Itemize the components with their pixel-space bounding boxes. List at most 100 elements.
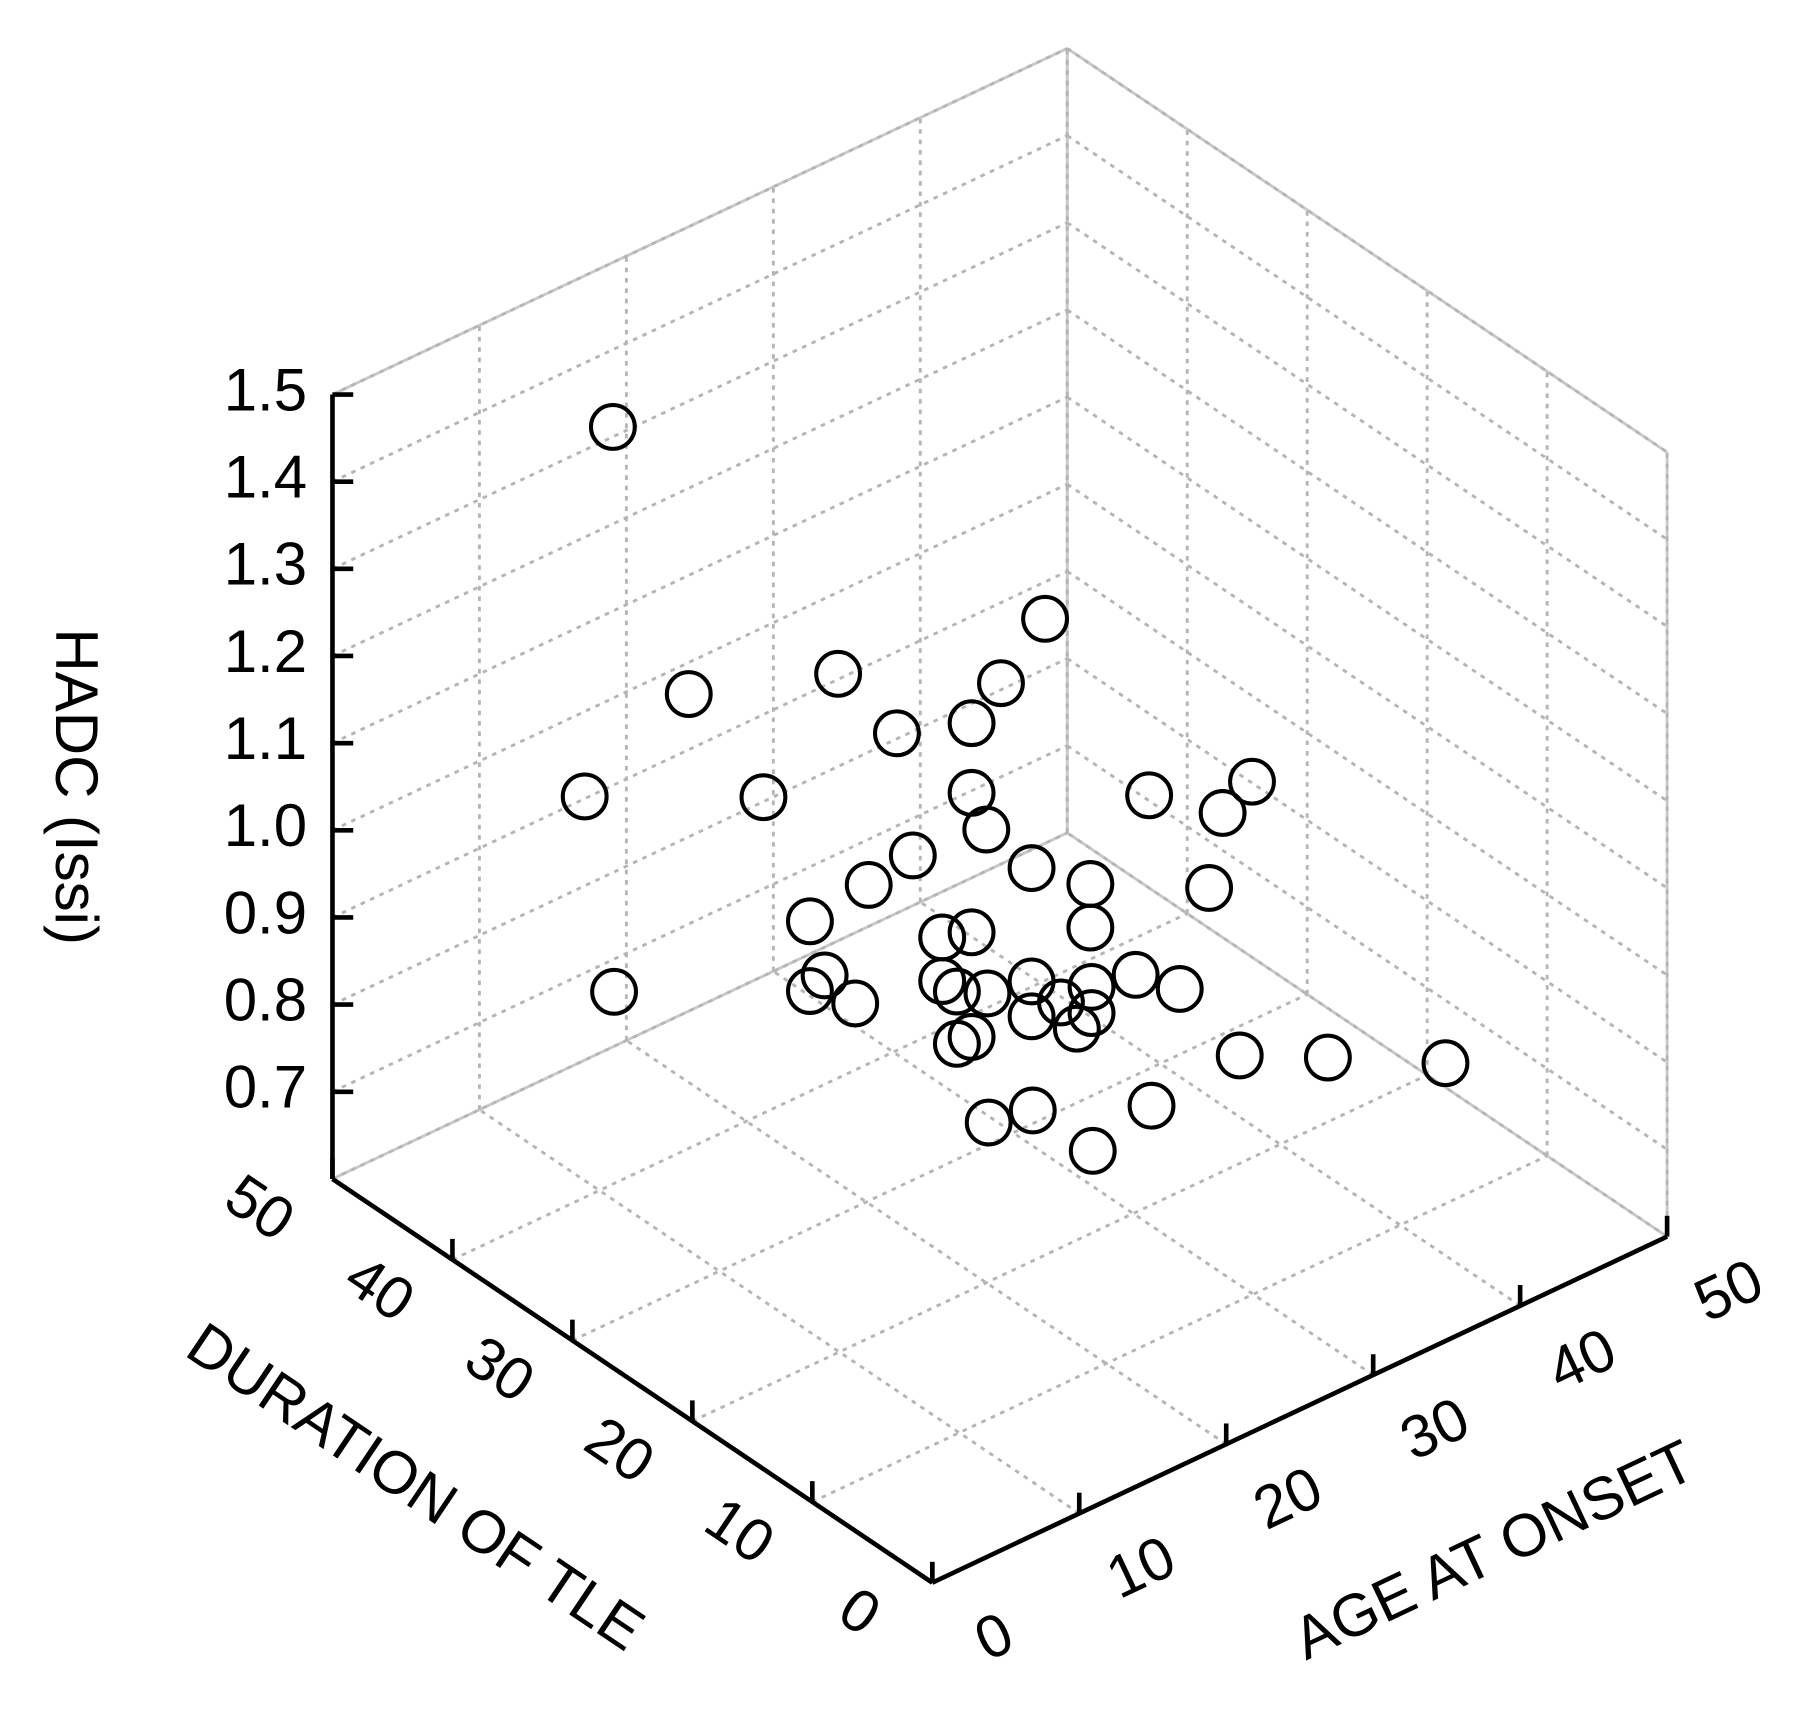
- grid-line: [1066, 134, 1668, 541]
- point: [1067, 962, 1116, 1011]
- point: [664, 670, 713, 718]
- point: [964, 1098, 1013, 1147]
- axis-layer: [330, 392, 1670, 1585]
- grid-line: [331, 482, 1068, 832]
- grid-line: [451, 912, 1188, 1261]
- point-layer: [560, 403, 1470, 1175]
- point: [932, 967, 981, 1016]
- point: [800, 951, 849, 1000]
- grid-line: [811, 1154, 1548, 1504]
- grid-line: [331, 831, 1068, 1181]
- point: [1066, 903, 1115, 952]
- point: [1303, 1033, 1352, 1082]
- z-tick-label: 1.4: [224, 444, 307, 511]
- z-tick-label: 0.9: [224, 879, 307, 946]
- grid-line: [331, 134, 1068, 483]
- grid-line: [1066, 831, 1668, 1238]
- z-tick-label: 1.1: [224, 705, 307, 772]
- point: [947, 908, 996, 957]
- y-axis: [331, 1176, 934, 1585]
- point: [1185, 864, 1234, 912]
- grid-layer: [331, 47, 1669, 1584]
- grid-line: [625, 1039, 1228, 1446]
- point: [1111, 950, 1160, 999]
- point: [1007, 992, 1056, 1041]
- grid-line: [571, 993, 1308, 1342]
- grid-line: [331, 308, 1068, 658]
- point: [844, 860, 893, 909]
- x-tick-label: 0: [964, 1599, 1023, 1674]
- point: [918, 957, 967, 1005]
- point: [560, 772, 609, 821]
- z-tick-label: 0.8: [224, 966, 307, 1033]
- grid-line: [331, 570, 1068, 919]
- label-layer: 0 10 20 30 40 50 0 10 20 30 40 50 0.7 0.8 0.9 1.0 1.1 1.2…: [43, 356, 1773, 1673]
- x-tick-label: 30: [1390, 1384, 1479, 1473]
- point: [1008, 1086, 1057, 1135]
- grid-line: [331, 657, 1068, 1006]
- point: [1068, 1126, 1117, 1175]
- point: [785, 967, 834, 1015]
- x-tick-label: 20: [1243, 1453, 1332, 1542]
- y-tick-label: 50: [214, 1161, 307, 1254]
- grid-line: [1066, 570, 1668, 977]
- point: [1127, 1081, 1176, 1130]
- z-tick-label: 0.7: [224, 1054, 307, 1121]
- grid-line: [1066, 308, 1668, 715]
- point: [1007, 957, 1056, 1006]
- point: [962, 805, 1011, 854]
- point: [872, 709, 921, 758]
- y-tick-label: 10: [694, 1484, 787, 1577]
- z-tick-label: 1.2: [224, 618, 307, 685]
- point: [888, 831, 937, 880]
- grid-line: [1066, 657, 1668, 1064]
- point: [590, 967, 639, 1016]
- z-axis-title: HADC (Issi): [43, 628, 110, 944]
- grid-line: [331, 221, 1068, 571]
- z-tick-label: 1.3: [224, 531, 307, 598]
- grid-line: [331, 47, 1068, 396]
- point: [977, 659, 1025, 708]
- x-tick-label: 50: [1684, 1246, 1773, 1335]
- point: [1228, 757, 1276, 806]
- grid-line: [772, 970, 1374, 1377]
- grid-line: [919, 900, 1521, 1307]
- point: [1007, 844, 1056, 893]
- y-tick-label: 0: [827, 1574, 892, 1648]
- point: [1037, 978, 1085, 1027]
- grid-line: [1066, 395, 1668, 803]
- grid-line: [1066, 483, 1668, 890]
- point: [947, 1012, 996, 1061]
- point: [588, 403, 637, 451]
- y-axis-title: DURATION OF TLE: [176, 1310, 657, 1664]
- point: [947, 699, 996, 748]
- point: [1198, 789, 1247, 837]
- grid-line: [691, 1073, 1428, 1423]
- point: [785, 897, 834, 946]
- y-tick-label: 20: [574, 1403, 667, 1496]
- z-tick-label: 1.5: [224, 356, 307, 423]
- grid-line: [331, 395, 1068, 745]
- grid-line: [478, 1108, 1081, 1515]
- z-tick-label: 1.0: [224, 792, 307, 859]
- point: [1052, 1004, 1101, 1053]
- point: [1067, 989, 1116, 1037]
- point: [1215, 1031, 1264, 1080]
- grid-line: [1066, 744, 1668, 1151]
- x-axis-title: AGE AT ONSET: [1283, 1427, 1704, 1673]
- x-axis: [931, 1234, 1669, 1585]
- point: [739, 773, 788, 822]
- x-tick-label: 10: [1096, 1522, 1185, 1611]
- point: [1066, 860, 1115, 908]
- point: [1125, 771, 1174, 820]
- point: [1155, 965, 1204, 1013]
- y-tick-label: 40: [334, 1242, 427, 1335]
- point: [1021, 594, 1070, 643]
- point: [918, 913, 967, 962]
- point: [814, 649, 863, 698]
- grid-line: [1066, 221, 1668, 628]
- point: [831, 979, 880, 1028]
- y-tick-label: 30: [454, 1322, 547, 1415]
